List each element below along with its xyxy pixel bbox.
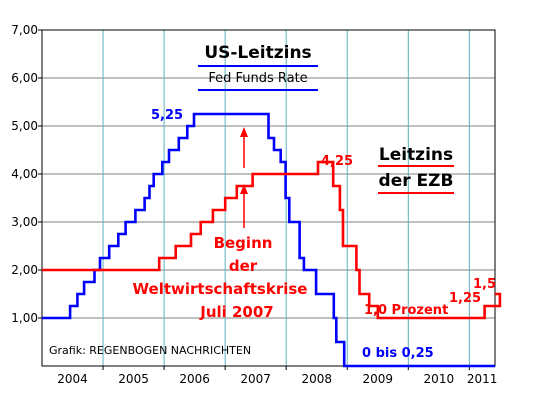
- y-tick-label: 6,00: [11, 71, 38, 85]
- crisis-arrow-lower-head: [240, 184, 248, 194]
- y-tick-label: 2,00: [11, 263, 38, 277]
- crisis-text-line3: Weltwirtschaftskrise: [133, 280, 308, 298]
- y-tick-label: 4,00: [11, 167, 38, 181]
- ezb-rate-line: [42, 160, 502, 320]
- x-tick-label: 2008: [301, 372, 332, 386]
- y-tick-label: 7,00: [11, 23, 38, 37]
- crisis-text-line4: Juli 2007: [199, 303, 274, 321]
- x-tick-label: 2010: [424, 372, 455, 386]
- y-tick-labels: 7,00 6,00 5,00 4,00 3,00 2,00 1,00: [11, 23, 38, 325]
- y-tick-label: 1,00: [11, 311, 38, 325]
- crisis-text-line2: der: [229, 257, 258, 275]
- chart-credit: Grafik: REGENBOGEN NACHRICHTEN: [49, 344, 251, 357]
- x-tick-label: 2006: [179, 372, 210, 386]
- x-tick-label: 2004: [57, 372, 88, 386]
- us-peak-label: 5,25: [151, 108, 183, 123]
- axes: [38, 29, 496, 370]
- ezb-recent-label-1: 1,25: [449, 291, 481, 306]
- us-low-label: 0 bis 0,25: [362, 346, 434, 361]
- ezb-low-label: 1,0 Prozent: [364, 303, 448, 318]
- y-tick-label: 5,00: [11, 119, 38, 133]
- ezb-peak-label: 4,25: [321, 154, 353, 169]
- x-tick-label: 2009: [363, 372, 394, 386]
- us-rate-line: [42, 112, 495, 368]
- us-title: US-Leitzins: [204, 43, 311, 63]
- x-tick-labels: 2004 2005 2006 2007 2008 2009 2010 2011: [57, 372, 497, 386]
- series-lines: [42, 112, 502, 368]
- ezb-title-line1: Leitzins: [379, 145, 453, 165]
- y-tick-label: 3,00: [11, 215, 38, 229]
- x-tick-label: 2007: [240, 372, 271, 386]
- us-subtitle: Fed Funds Rate: [208, 71, 307, 86]
- x-tick-label: 2011: [467, 372, 498, 386]
- ezb-recent-label-2: 1,5: [473, 277, 496, 292]
- ezb-title-line2: der EZB: [379, 171, 454, 191]
- crisis-text-line1: Beginn: [214, 234, 273, 252]
- x-tick-label: 2005: [118, 372, 149, 386]
- plot-frame: [41, 29, 496, 367]
- crisis-arrow-upper-head: [240, 127, 248, 137]
